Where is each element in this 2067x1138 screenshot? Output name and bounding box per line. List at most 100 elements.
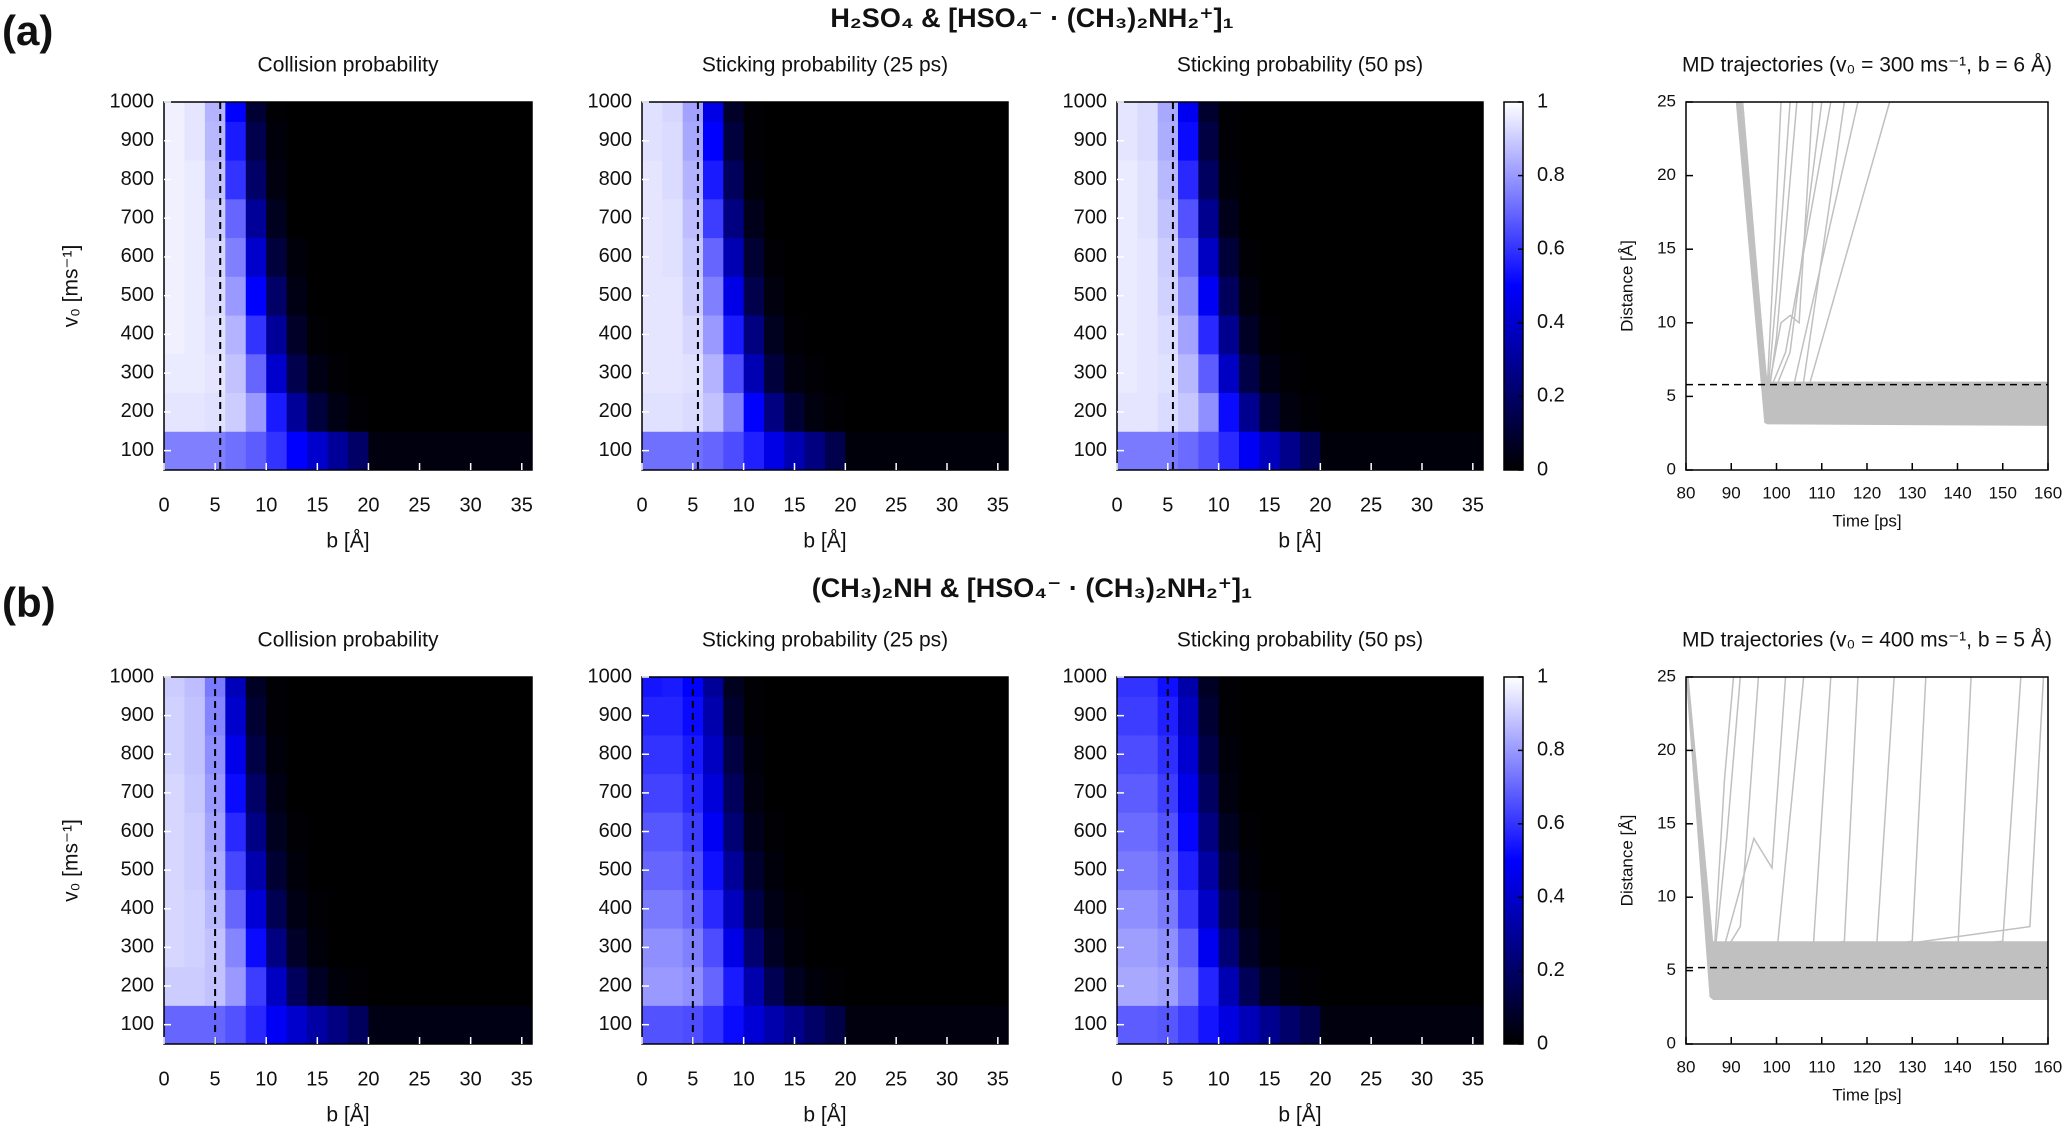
- heatmap-cell: [204, 160, 226, 200]
- heatmap-cell: [204, 773, 226, 813]
- heatmap-cell: [164, 773, 185, 813]
- heatmap-cell: [1137, 198, 1159, 239]
- heatmap-cell: [368, 102, 533, 122]
- heatmap-cell: [164, 966, 185, 1006]
- x-tick-label: 5: [1162, 494, 1173, 516]
- heatmap-cell: [825, 696, 846, 736]
- x-axis-label: b [Å]: [803, 1104, 846, 1127]
- heatmap-cell: [286, 160, 308, 200]
- heatmap-cell: [204, 102, 226, 122]
- heatmap-cell: [703, 850, 724, 890]
- heatmap-cell: [1259, 966, 1281, 1006]
- heatmap-cell: [1198, 276, 1220, 316]
- heatmap-cell: [1218, 353, 1240, 394]
- heatmap-cell: [642, 392, 663, 432]
- heatmap-cell: [204, 392, 226, 432]
- heatmap-cell: [825, 315, 846, 355]
- heatmap-cell: [743, 889, 765, 929]
- heatmap-cell: [1320, 121, 1484, 161]
- heatmap-cell: [1259, 198, 1281, 239]
- heatmap-cell: [1157, 392, 1179, 432]
- heatmap-cell: [266, 121, 288, 161]
- heatmap-chart: Collision probability 0 5 10 15 20 25 30 35 100 20…: [60, 54, 533, 553]
- heatmap-cell: [1198, 850, 1220, 890]
- heatmap-cell: [743, 121, 765, 161]
- heatmap-cell: [642, 160, 663, 200]
- heatmap-cell: [1259, 889, 1281, 929]
- heatmap-cell: [804, 928, 826, 968]
- chart-title: Sticking probability (25 ps): [702, 629, 948, 652]
- colorbar-tick-label: 1: [1537, 665, 1548, 687]
- heatmap-cell: [204, 1005, 226, 1045]
- heatmap-cell: [1218, 198, 1240, 239]
- heatmap-cell: [1178, 276, 1199, 316]
- heatmap-cell: [1198, 431, 1220, 471]
- trajectory: [1713, 676, 2022, 972]
- y-tick-label: 800: [1074, 743, 1107, 765]
- heatmap-cell: [1137, 928, 1159, 968]
- y-tick-label: 500: [121, 858, 154, 880]
- heatmap-cell: [1259, 121, 1281, 161]
- heatmap-cell: [784, 773, 806, 813]
- trajectory: [1741, 101, 1859, 406]
- x-axis-label: Time [ps]: [1832, 511, 1901, 530]
- heatmap-cell: [743, 812, 765, 852]
- heatmap-cell: [164, 102, 185, 122]
- heatmap-cell: [1279, 812, 1301, 852]
- x-tick-label: 15: [783, 1068, 805, 1090]
- heatmap-cell: [348, 850, 369, 890]
- heatmap-cell: [642, 315, 663, 355]
- heatmap-cell: [642, 889, 663, 929]
- heatmap-cell: [1178, 850, 1199, 890]
- heatmap-cell: [825, 198, 846, 239]
- heatmap-cell: [1279, 889, 1301, 929]
- heatmap-cell: [662, 160, 684, 200]
- heatmap-cell: [245, 812, 267, 852]
- heatmap-cell: [845, 734, 1009, 775]
- heatmap-cell: [1198, 198, 1220, 239]
- heatmap-cell: [723, 237, 745, 277]
- x-tick-label: 20: [357, 1068, 379, 1090]
- y-tick-label: 500: [599, 284, 632, 306]
- heatmap-cell: [1157, 276, 1179, 316]
- heatmap-cell: [804, 431, 826, 471]
- y-tick-label: 10: [1657, 312, 1676, 331]
- heatmap-cell: [682, 276, 704, 316]
- heatmap-cell: [764, 966, 785, 1006]
- y-tick-label: 600: [599, 245, 632, 267]
- y-tick-label: 800: [599, 168, 632, 190]
- heatmap-cell: [784, 928, 806, 968]
- heatmap-cell: [1259, 102, 1281, 122]
- heatmap-cell: [1137, 237, 1159, 277]
- heatmap-cell: [662, 773, 684, 813]
- heatmap-cell: [245, 966, 267, 1006]
- heatmap-cell: [1178, 237, 1199, 277]
- heatmap-cell: [764, 276, 785, 316]
- heatmap-cell: [1157, 677, 1179, 697]
- heatmap-cell: [184, 198, 206, 239]
- heatmap-cell: [1300, 353, 1321, 394]
- colorbar-tick-label: 0: [1537, 458, 1548, 480]
- heatmap-cell: [348, 734, 369, 775]
- heatmap-cell: [266, 160, 288, 200]
- heatmap-cell: [723, 1005, 745, 1045]
- heatmap-cell: [1218, 889, 1240, 929]
- heatmap-cell: [703, 773, 724, 813]
- heatmap-cell: [1117, 392, 1138, 432]
- heatmap-cell: [1259, 696, 1281, 736]
- heatmap-cell: [723, 392, 745, 432]
- x-tick-label: 90: [1722, 1057, 1741, 1076]
- heatmap-cell: [368, 850, 533, 890]
- heatmap-cell: [1117, 966, 1138, 1006]
- x-tick-label: 0: [158, 1068, 169, 1090]
- heatmap-cell: [703, 102, 724, 122]
- heatmap-cell: [327, 677, 349, 697]
- heatmap-cell: [743, 431, 765, 471]
- heatmap-cell: [1178, 696, 1199, 736]
- heatmap-cell: [245, 102, 267, 122]
- colorbar-tick-label: 1: [1537, 90, 1548, 112]
- heatmap-cell: [184, 160, 206, 200]
- heatmap-cell: [1320, 734, 1484, 775]
- chart-title: Collision probability: [258, 54, 439, 77]
- heatmap-cell: [327, 315, 349, 355]
